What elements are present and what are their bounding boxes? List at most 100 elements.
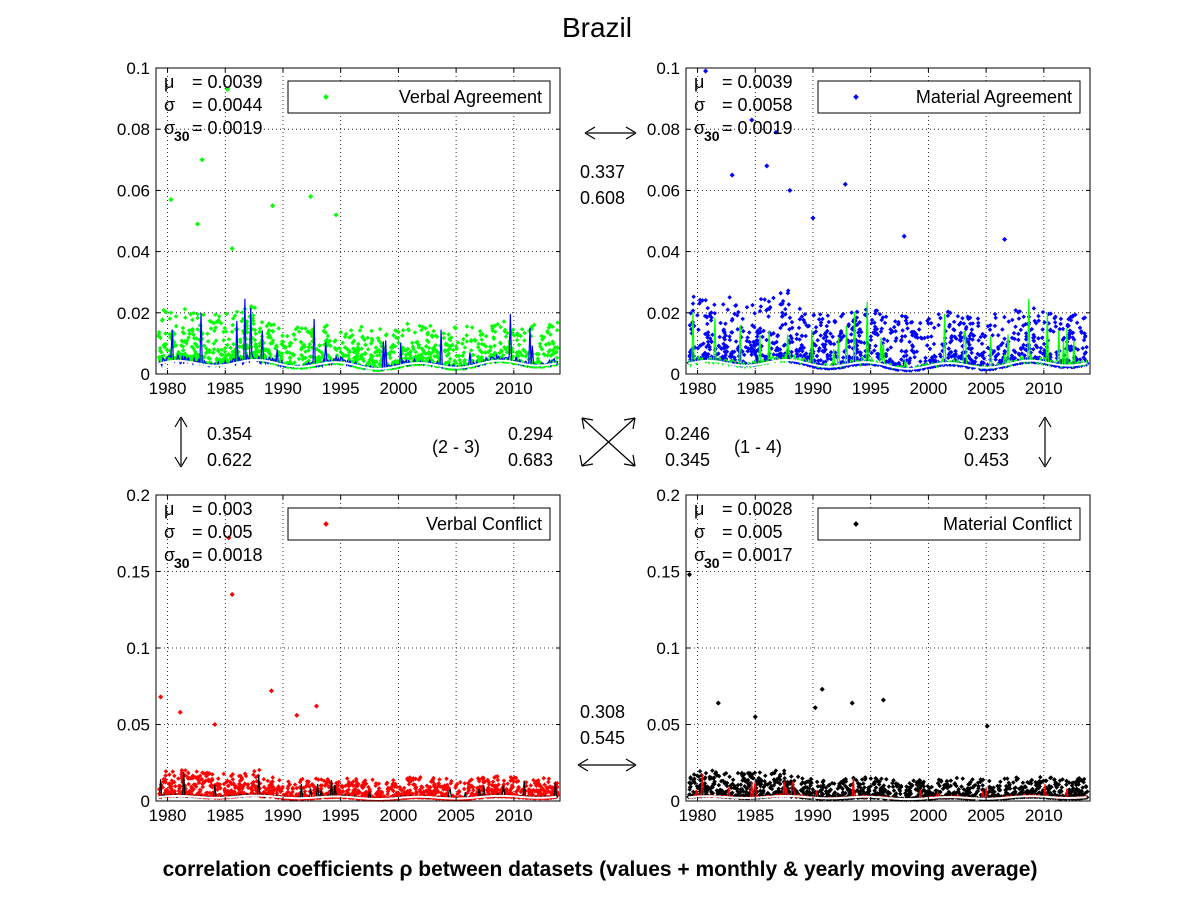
data-point — [299, 326, 304, 331]
legend-label: Verbal Conflict — [426, 514, 542, 534]
data-point — [431, 328, 436, 334]
y-tick-label: 0.02 — [647, 304, 680, 323]
x-tick-label: 2010 — [1025, 379, 1063, 398]
y-tick-label: 0.06 — [117, 181, 150, 200]
y-tick-label: 0.08 — [647, 120, 680, 139]
data-point — [539, 333, 544, 339]
x-tick-label: 2005 — [437, 379, 475, 398]
data-point — [182, 351, 188, 356]
data-point — [550, 339, 555, 344]
stat-mu-symbol: μ — [694, 72, 704, 92]
data-point — [257, 326, 263, 331]
data-point — [468, 348, 474, 353]
stat-sigma30-value: = 0.0018 — [192, 545, 263, 565]
x-tick-label: 2000 — [379, 806, 417, 825]
data-point — [461, 336, 466, 342]
data-point — [522, 338, 527, 343]
data-point — [434, 334, 440, 340]
data-point — [259, 320, 265, 325]
x-tick-label: 1985 — [206, 379, 244, 398]
data-point — [221, 329, 226, 335]
data-point — [391, 333, 396, 338]
data-point — [478, 332, 483, 338]
stat-sigma-value: = 0.005 — [192, 522, 253, 542]
data-point — [476, 341, 481, 347]
data-point — [393, 328, 398, 333]
x-tick-label: 1985 — [206, 806, 244, 825]
data-point — [157, 345, 163, 351]
y-tick-label: 0.15 — [117, 563, 150, 582]
data-point — [392, 343, 398, 349]
x-tick-label: 2005 — [437, 806, 475, 825]
legend: Verbal Conflict — [287, 507, 551, 541]
data-point — [453, 326, 458, 331]
data-point — [550, 324, 555, 329]
stat-sigma-symbol: σ — [164, 95, 175, 115]
data-point — [430, 349, 436, 355]
data-point — [180, 325, 186, 331]
stat-mu-value: = 0.0039 — [192, 72, 263, 92]
data-point — [555, 320, 560, 325]
data-point — [222, 349, 228, 354]
x-tick-label: 1980 — [679, 379, 717, 398]
data-point — [460, 341, 465, 346]
stat-sigma30-subscript: 30 — [174, 555, 190, 571]
data-point — [378, 341, 384, 346]
data-point — [278, 353, 284, 359]
y-tick-label: 0.04 — [117, 243, 150, 262]
y-tick-label: 0 — [671, 365, 680, 384]
y-tick-label: 0.05 — [117, 716, 150, 735]
y-tick-label: 0.08 — [117, 120, 150, 139]
x-tick-label: 1990 — [794, 379, 832, 398]
x-tick-label: 1990 — [264, 379, 302, 398]
data-point — [454, 346, 459, 351]
data-point — [230, 322, 236, 328]
data-point — [271, 322, 276, 327]
data-point — [296, 329, 302, 334]
data-point — [186, 335, 191, 340]
stat-sigma30-subscript: 30 — [704, 128, 720, 144]
data-point — [554, 327, 560, 333]
x-tick-label: 1980 — [149, 379, 187, 398]
legend-label: Material Agreement — [916, 87, 1072, 107]
y-tick-label: 0.1 — [656, 59, 680, 78]
panel-top-left: 1980 1985 1990 1995 2000 2005 201000.020.040.0… — [117, 59, 561, 398]
panel-bottom-left: 1980 1985 1990 1995 2000 2005 201000.050.10.15… — [117, 486, 561, 825]
stat-sigma-value: = 0.0058 — [722, 95, 793, 115]
panel-top-right: 1980 1985 1990 1995 2000 2005 201000.020.040.0… — [647, 59, 1091, 398]
x-tick-label: 1995 — [322, 806, 360, 825]
data-point — [369, 328, 374, 334]
data-point — [191, 310, 196, 316]
x-tick-label: 2005 — [967, 379, 1005, 398]
data-point — [423, 343, 429, 349]
stat-mu-symbol: μ — [164, 499, 174, 519]
legend: Verbal Agreement — [287, 80, 551, 114]
y-tick-label: 0.02 — [117, 304, 150, 323]
data-point — [251, 321, 256, 327]
y-tick-label: 0.1 — [126, 59, 150, 78]
x-tick-label: 2000 — [909, 379, 947, 398]
data-point — [231, 341, 236, 347]
x-tick-label: 1995 — [322, 379, 360, 398]
stat-sigma-symbol: σ — [694, 95, 705, 115]
legend-label: Verbal Agreement — [399, 87, 542, 107]
data-point — [343, 331, 349, 337]
y-tick-label: 0.04 — [647, 243, 680, 262]
data-point — [498, 324, 503, 330]
stat-sigma-symbol: σ — [164, 522, 175, 542]
data-point — [451, 347, 456, 353]
stat-sigma30-value: = 0.0019 — [192, 118, 263, 138]
data-point — [182, 306, 188, 312]
data-point — [365, 346, 371, 352]
data-point — [457, 357, 462, 363]
plot-area — [156, 68, 560, 374]
stat-mu-value: = 0.003 — [192, 499, 253, 519]
stat-sigma30-value: = 0.0019 — [722, 118, 793, 138]
data-point — [413, 349, 419, 355]
data-point — [252, 305, 258, 311]
y-tick-label: 0 — [141, 792, 150, 811]
data-point — [554, 355, 560, 360]
data-point — [511, 333, 517, 338]
data-point — [320, 352, 326, 358]
data-point — [373, 345, 379, 350]
